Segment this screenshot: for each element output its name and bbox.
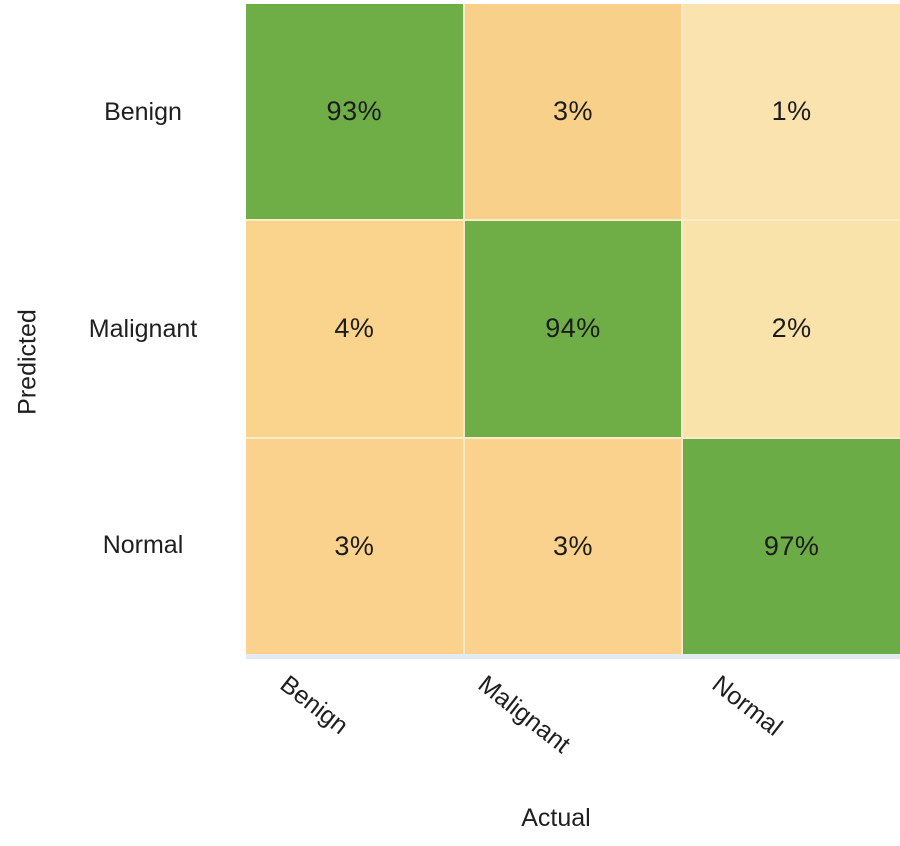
cell-value: 97% [763, 530, 820, 561]
matrix-cell-benign-malignant: 3% [464, 4, 682, 220]
cell-value: 4% [334, 313, 375, 344]
cell-value: 93% [326, 96, 383, 127]
matrix-cell-normal-normal: 97% [683, 438, 900, 654]
matrix-cell-benign-normal: 1% [683, 4, 900, 220]
x-tick-labels: Benign Malignant Normal [246, 658, 900, 798]
col-label-malignant: Malignant [472, 670, 576, 759]
row-label-normal: Normal [102, 531, 184, 560]
cell-value: 3% [334, 530, 375, 561]
cell-value: 94% [545, 313, 601, 344]
cell-value: 2% [771, 313, 812, 344]
x-axis-title: Actual [521, 804, 591, 832]
row-label-benign: Benign [104, 97, 182, 126]
row-label-malignant: Malignant [88, 314, 198, 343]
cell-value: 3% [552, 530, 593, 561]
matrix-cell-malignant-benign: 4% [246, 221, 463, 437]
col-label-benign: Benign [274, 670, 354, 740]
cell-value: 3% [552, 96, 593, 127]
matrix-cell-malignant-malignant: 94% [464, 221, 682, 437]
cell-value: 1% [771, 96, 812, 127]
axis-baseline [246, 654, 900, 659]
y-axis-title: Predicted [13, 309, 42, 415]
col-label-normal: Normal [706, 670, 788, 742]
matrix-cell-normal-benign: 3% [246, 438, 463, 654]
matrix-cell-malignant-normal: 2% [683, 221, 900, 437]
matrix-cell-benign-benign: 93% [246, 4, 463, 220]
matrix-cell-normal-malignant: 3% [464, 438, 682, 654]
heatmap-grid: 93% 3% 1% 4% 94% 2% 3% 3% 97% [246, 4, 900, 654]
y-tick-labels: Benign Malignant Normal [48, 4, 238, 654]
